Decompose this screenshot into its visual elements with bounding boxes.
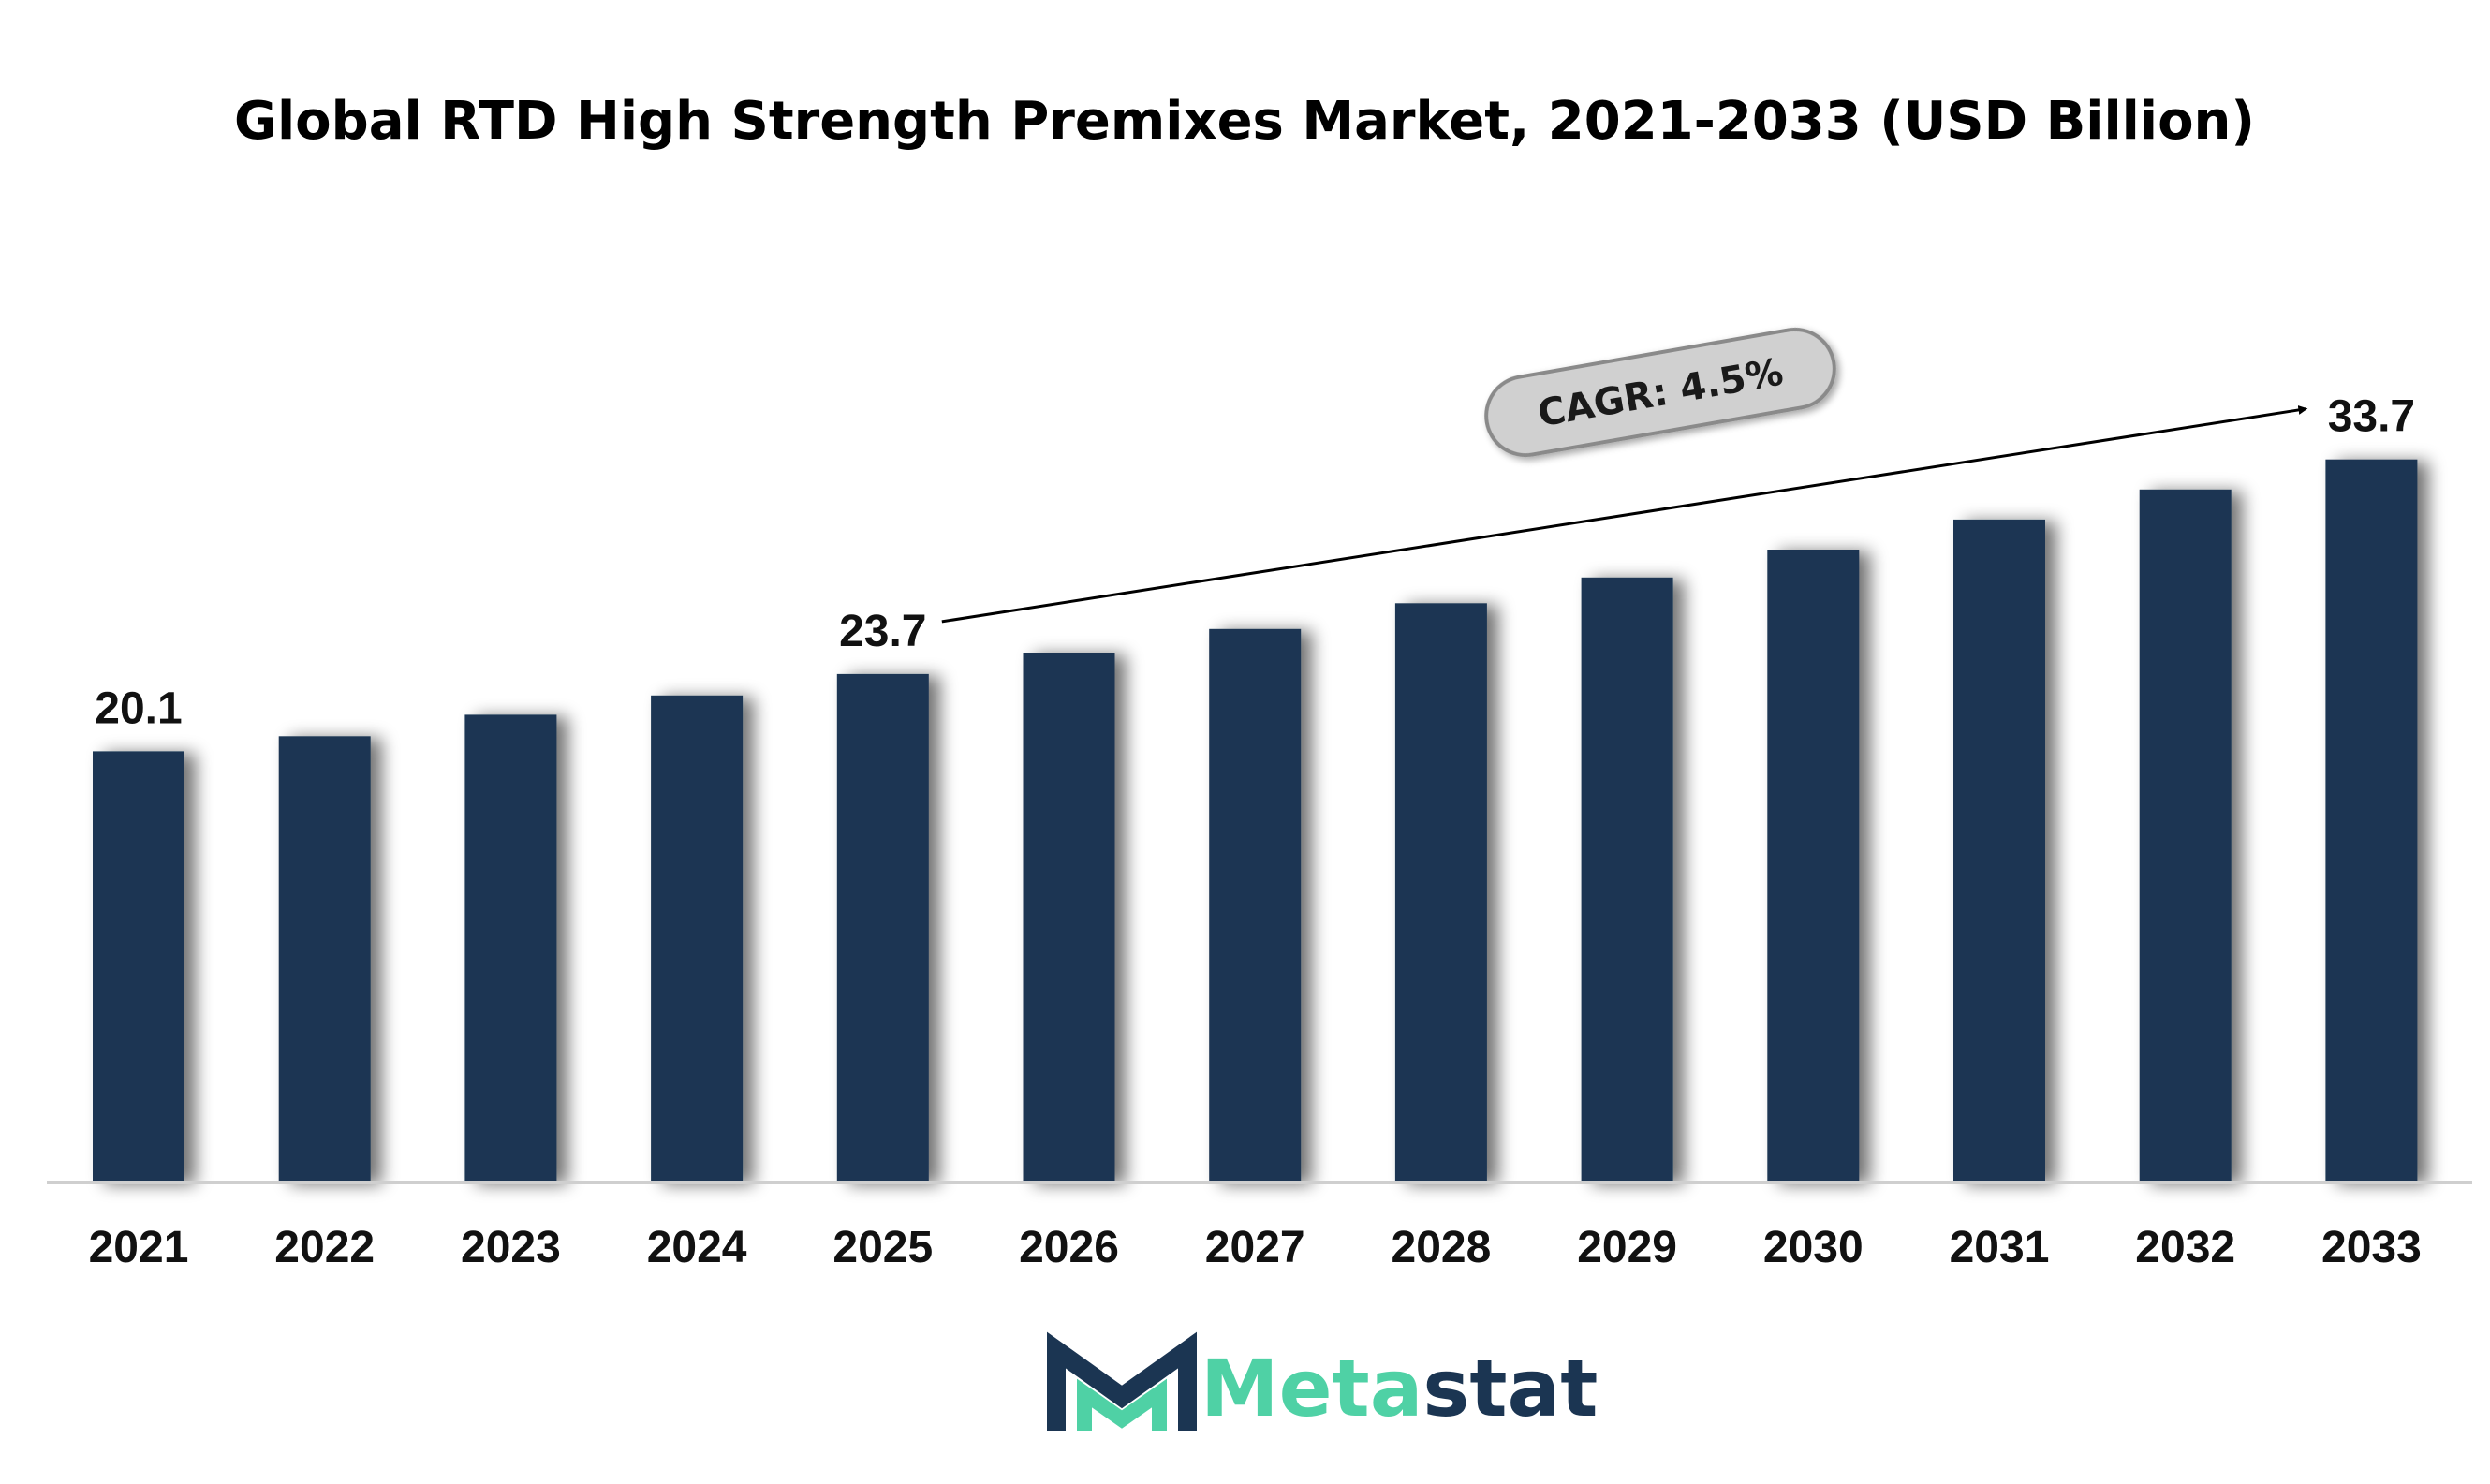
bar-2032 — [2139, 489, 2232, 1183]
x-tick-2025: 2025 — [832, 1223, 933, 1272]
x-tick-2031: 2031 — [1950, 1223, 2050, 1272]
bar-2033 — [2325, 459, 2418, 1183]
bar-2025 — [836, 673, 929, 1183]
x-tick-2029: 2029 — [1577, 1223, 1677, 1272]
x-axis-ticks: 2021 2022 2023 2024 2025 2026 2027 2028 2029 2030… — [89, 1223, 2422, 1272]
logo-text-meta: Meta — [1201, 1343, 1422, 1434]
data-labels-layer: 20.1 23.7 33.7 — [95, 392, 2415, 734]
bar-2022 — [278, 736, 371, 1183]
data-label-2033: 33.7 — [2328, 392, 2415, 442]
x-tick-2021: 2021 — [89, 1223, 189, 1272]
logo-text-stat: stat — [1422, 1343, 1598, 1434]
x-tick-2028: 2028 — [1392, 1223, 1492, 1272]
cagr-callout-box — [1484, 327, 1836, 458]
logo-mark-icon — [1047, 1331, 1197, 1431]
data-label-2025: 23.7 — [839, 607, 926, 656]
logo-text: Metastat — [1201, 1343, 1598, 1434]
x-tick-2027: 2027 — [1205, 1223, 1305, 1272]
x-tick-2024: 2024 — [647, 1223, 747, 1272]
cagr-callout: CAGR: 4.5% — [1484, 327, 1836, 458]
chart-title: Global RTD High Strength Premixes Market… — [234, 91, 2255, 152]
logo: Metastat — [1047, 1331, 1598, 1434]
data-label-2021: 20.1 — [95, 683, 182, 733]
x-tick-2023: 2023 — [461, 1223, 561, 1272]
bar-2024 — [651, 695, 744, 1183]
x-tick-2033: 2033 — [2321, 1223, 2422, 1272]
bars-layer — [93, 459, 2418, 1183]
x-tick-2022: 2022 — [274, 1223, 375, 1272]
x-tick-2032: 2032 — [2135, 1223, 2235, 1272]
x-tick-2026: 2026 — [1019, 1223, 1119, 1272]
x-tick-2030: 2030 — [1763, 1223, 1864, 1272]
bar-2023 — [464, 714, 557, 1183]
bar-2021 — [93, 751, 184, 1183]
bar-2027 — [1209, 628, 1302, 1183]
bar-2030 — [1767, 550, 1860, 1183]
bar-2026 — [1023, 653, 1115, 1183]
bar-2028 — [1394, 603, 1487, 1183]
bar-2031 — [1953, 519, 2045, 1183]
cagr-arrow — [941, 404, 2308, 624]
bar-2029 — [1581, 577, 1673, 1183]
